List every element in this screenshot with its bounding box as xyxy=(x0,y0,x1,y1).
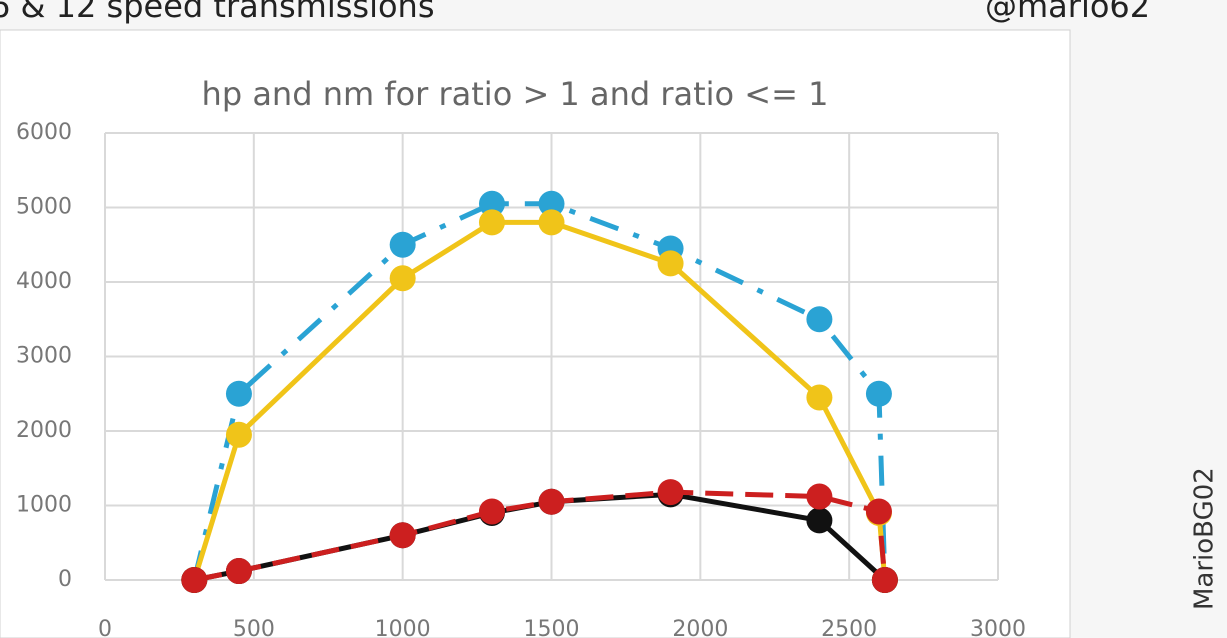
x-tick-label: 0 xyxy=(98,617,112,638)
chart-title: hp and nm for ratio > 1 and ratio <= 1 xyxy=(202,75,829,113)
x-tick-label: 1500 xyxy=(524,617,580,638)
point xyxy=(865,498,892,525)
y-tick-label: 3000 xyxy=(16,344,72,369)
point xyxy=(538,190,565,217)
y-tick-label: 1000 xyxy=(16,493,72,518)
point xyxy=(478,498,505,525)
header-title: 6 & 12 speed transmissions xyxy=(0,0,434,25)
handle: @mario62 xyxy=(985,0,1150,25)
point xyxy=(181,567,208,593)
point xyxy=(538,209,565,236)
point xyxy=(657,479,684,506)
point xyxy=(538,488,565,515)
point xyxy=(389,231,416,258)
point xyxy=(225,421,252,448)
y-tick-label: 2000 xyxy=(16,418,72,443)
point xyxy=(806,384,833,411)
point xyxy=(871,567,898,593)
point xyxy=(225,380,252,407)
y-tick-label: 5000 xyxy=(16,195,72,220)
point xyxy=(478,190,505,217)
x-tick-label: 2500 xyxy=(821,617,877,638)
watermark: MarioBG02 xyxy=(1190,467,1220,610)
x-tick-label: 3000 xyxy=(970,617,1026,638)
point xyxy=(806,483,833,510)
chart-area xyxy=(0,29,1071,638)
point xyxy=(389,265,416,292)
point xyxy=(806,306,833,333)
x-tick-label: 500 xyxy=(233,617,275,638)
point xyxy=(389,522,416,549)
point xyxy=(657,250,684,277)
y-tick-label: 0 xyxy=(58,567,72,592)
x-tick-label: 2000 xyxy=(672,617,728,638)
y-tick-label: 4000 xyxy=(16,269,72,294)
x-tick-label: 1000 xyxy=(375,617,431,638)
point xyxy=(225,558,252,585)
point xyxy=(865,380,892,407)
y-tick-label: 6000 xyxy=(16,120,72,145)
point xyxy=(806,507,833,534)
point xyxy=(478,209,505,236)
